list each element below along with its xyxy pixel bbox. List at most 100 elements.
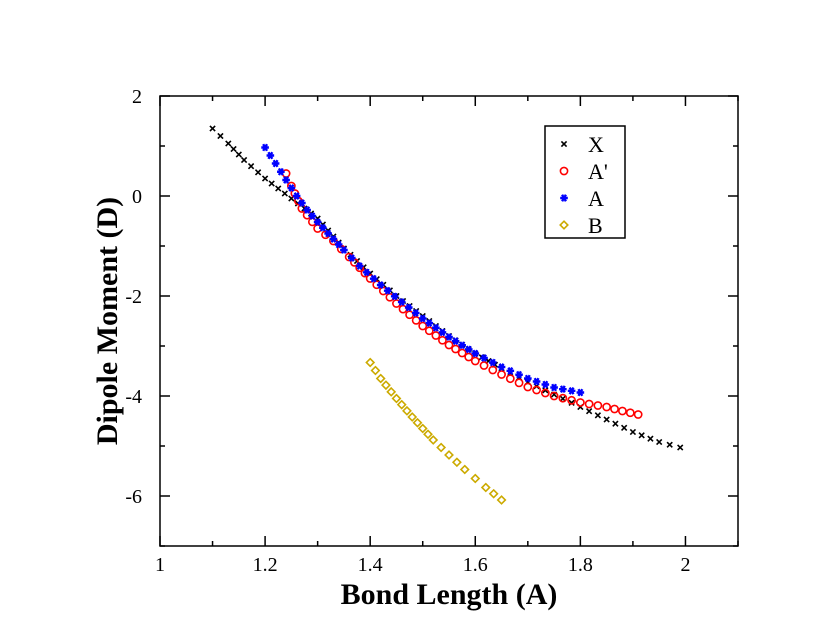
data-point <box>618 406 627 416</box>
data-point <box>355 262 364 270</box>
axis-ticks <box>159 95 739 547</box>
data-point <box>451 344 460 354</box>
data-point <box>457 348 467 358</box>
legend-marker <box>560 194 568 202</box>
data-point <box>390 292 399 301</box>
y-tick-label: -2 <box>125 286 142 308</box>
data-point <box>470 356 480 366</box>
data-marks <box>209 125 684 505</box>
data-point <box>458 341 466 350</box>
data-point <box>240 156 248 164</box>
data-point <box>575 398 585 407</box>
data-point <box>506 366 515 375</box>
data-point <box>559 395 567 402</box>
data-point <box>386 386 397 397</box>
data-point <box>436 442 447 453</box>
data-point <box>277 167 285 176</box>
data-point <box>585 408 593 415</box>
data-point <box>593 401 603 410</box>
legend-marker <box>559 220 569 230</box>
data-point <box>428 435 439 445</box>
data-point <box>576 388 585 397</box>
data-point <box>334 240 343 249</box>
data-point <box>268 180 275 187</box>
plot-frame <box>159 95 739 547</box>
data-point <box>391 393 402 404</box>
data-point <box>488 488 499 499</box>
y-tick-labels: -6 -4 -2 0 2 <box>125 86 142 508</box>
data-point <box>418 321 428 331</box>
data-point <box>412 417 423 428</box>
legend: X A' A B <box>544 125 626 239</box>
data-point <box>523 382 533 392</box>
legend-label-a-prime: A' <box>588 159 608 184</box>
data-point <box>532 377 541 386</box>
x-axis-title: Bond Length (A) <box>341 578 558 611</box>
series-2 <box>261 143 585 397</box>
data-point <box>451 457 462 468</box>
data-point <box>235 151 242 158</box>
data-point <box>397 298 406 306</box>
data-point <box>451 337 460 346</box>
data-point <box>464 345 473 354</box>
data-point <box>540 388 550 398</box>
data-point <box>303 206 311 214</box>
data-point <box>633 410 643 419</box>
data-point <box>411 309 420 317</box>
data-point <box>567 386 576 395</box>
data-point <box>266 151 275 160</box>
data-point <box>459 464 470 475</box>
data-point <box>254 169 262 176</box>
data-point <box>497 363 506 371</box>
x-tick-label: 2 <box>680 554 690 576</box>
legend-marker <box>560 140 568 148</box>
data-point <box>347 254 356 262</box>
data-point <box>568 399 575 406</box>
legend-label-a: A <box>588 186 604 211</box>
data-point <box>470 473 481 484</box>
data-point <box>417 423 428 434</box>
data-point <box>261 143 269 152</box>
data-point <box>362 268 371 277</box>
data-point <box>549 391 559 401</box>
data-point <box>638 432 645 439</box>
data-point <box>247 163 255 170</box>
data-point <box>369 274 378 283</box>
x-tick-label: 1 <box>155 554 165 576</box>
data-point <box>558 393 568 403</box>
x-tick-labels: 1 1.2 1.4 1.6 1.8 2 <box>155 554 690 576</box>
data-point <box>505 374 515 384</box>
data-point <box>404 303 413 312</box>
data-point <box>370 365 381 376</box>
data-point <box>444 450 454 460</box>
data-point <box>225 140 232 147</box>
data-point <box>656 438 663 446</box>
data-point <box>438 335 447 345</box>
data-point <box>365 357 376 368</box>
data-point <box>396 399 407 410</box>
data-point <box>381 380 391 391</box>
data-point <box>584 399 594 409</box>
data-point <box>324 229 332 238</box>
data-point <box>230 145 237 153</box>
legend-marker <box>559 166 569 176</box>
data-point <box>423 429 433 440</box>
data-point <box>550 383 558 392</box>
x-tick-label: 1.6 <box>463 554 488 576</box>
data-point <box>319 223 327 232</box>
legend-markers <box>559 140 569 230</box>
data-point <box>444 340 454 350</box>
data-point <box>620 424 628 431</box>
x-tick-label: 1.4 <box>358 554 383 576</box>
data-point <box>209 125 216 132</box>
data-point <box>488 358 497 367</box>
y-tick-label: 0 <box>132 186 142 208</box>
legend-label-x: X <box>588 132 604 157</box>
x-tick-label: 1.8 <box>568 554 593 576</box>
data-point <box>514 378 524 388</box>
data-point <box>625 408 635 418</box>
data-point <box>402 405 412 416</box>
series-3 <box>365 357 507 505</box>
data-point <box>313 218 322 226</box>
